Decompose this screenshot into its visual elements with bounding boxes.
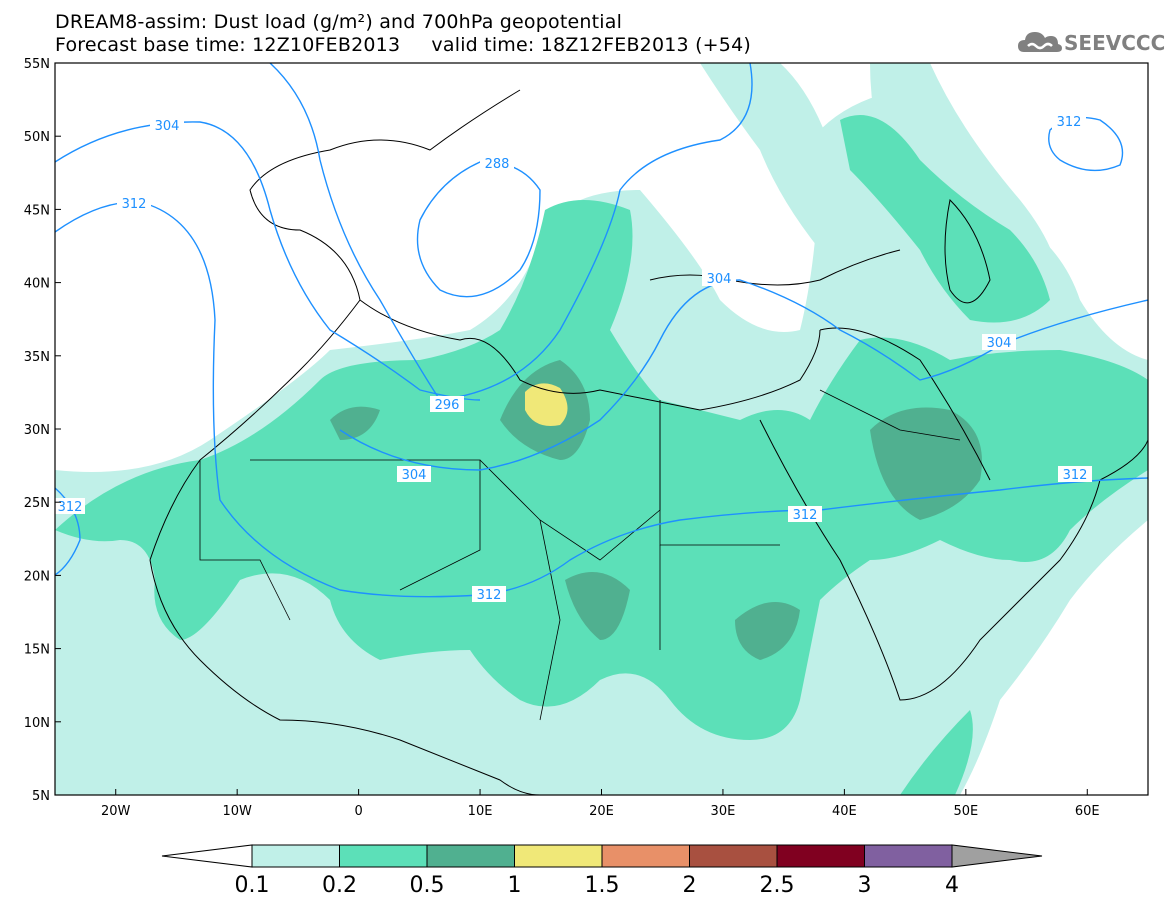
colorbar-swatch — [776, 844, 865, 868]
lat-tick-label: 30N — [24, 423, 50, 438]
colorbar-tick-label: 4 — [945, 873, 959, 898]
lon-tick-label: 10E — [468, 804, 493, 819]
lat-tick-label: 5N — [32, 789, 50, 804]
lon-tick-label: 50E — [953, 804, 978, 819]
contour-label: 312 — [1058, 466, 1092, 483]
lon-tick-label: 40E — [832, 804, 857, 819]
lon-tick-label: 10W — [222, 804, 252, 819]
contour-label: 312 — [788, 506, 822, 523]
dust-fields — [55, 63, 1148, 795]
contour-label-text: 304 — [155, 119, 180, 134]
contour-label: 312 — [472, 586, 506, 603]
contour-label-text: 288 — [485, 157, 510, 172]
dust-band-medium-east — [840, 115, 1050, 323]
contour-label-text: 312 — [477, 588, 502, 603]
contour-label: 312 — [1052, 113, 1086, 130]
colorbar-tick-label: 0.2 — [322, 873, 357, 898]
dust-band-medium — [55, 200, 1148, 740]
colorbar-swatch — [601, 844, 690, 868]
contour-label-text: 304 — [402, 468, 427, 483]
country-borders — [199, 389, 961, 721]
dust-band-heavy-chad — [565, 572, 630, 640]
coastlines — [149, 89, 1148, 795]
contour-label: 304 — [397, 466, 431, 483]
lat-tick-label: 10N — [24, 716, 50, 731]
contour-label: 296 — [430, 396, 464, 413]
colorbar-tick-label: 0.5 — [409, 873, 445, 898]
colorbar-tick-label: 2.5 — [759, 873, 795, 898]
dust-band-heavy-arabia — [870, 407, 982, 520]
colorbar-tick-label: 1.5 — [584, 873, 620, 898]
colorbar-swatch — [339, 844, 428, 868]
contour-label: 304 — [150, 117, 184, 134]
colorbar-swatch — [426, 844, 515, 868]
lon-tick-label: 30E — [711, 804, 736, 819]
lon-tick-label: 60E — [1075, 804, 1100, 819]
caspian-sea-outline — [944, 198, 991, 304]
lat-tick-label: 50N — [24, 130, 50, 145]
colorbar-swatch — [251, 844, 340, 868]
lon-tick-label: 0 — [354, 804, 362, 819]
contour-label-text: 304 — [707, 272, 732, 287]
colorbar-tick-label: 0.1 — [234, 873, 270, 898]
lon-tick-label: 20W — [101, 804, 131, 819]
lat-tick-label: 45N — [24, 203, 50, 218]
map-title: DREAM8-assim: Dust load (g/m²) and 700hP… — [55, 11, 623, 33]
colorbar-tick-label: 2 — [682, 873, 697, 898]
contour-label: 288 — [480, 155, 514, 172]
map-axes: 55N 50N 45N 40N 35N 30N 25N 20N 15N 10N 5N 20W 10W 0 1… — [24, 57, 1100, 819]
contour-label-text: 312 — [793, 508, 818, 523]
contour-296 — [269, 63, 753, 401]
lat-tick-label: 40N — [24, 277, 50, 292]
lat-tick-label: 55N — [24, 57, 50, 72]
contour-label: 304 — [982, 334, 1016, 351]
contour-288 — [416, 161, 541, 298]
contour-labels: 304 312 288 304 304 312 296 304 312 312 … — [55, 113, 1092, 603]
lat-tick-label: 15N — [24, 643, 50, 658]
lon-tick-label: 20E — [589, 804, 614, 819]
forecast-times: Forecast base time: 12Z10FEB2013 valid t… — [55, 34, 751, 56]
contour-label-text: 312 — [58, 500, 83, 515]
colorbar-swatch — [689, 844, 778, 868]
contour-label: 304 — [702, 270, 736, 287]
dust-band-light-north — [700, 63, 847, 250]
contour-label: 312 — [55, 498, 85, 515]
lat-tick-label: 25N — [24, 496, 50, 511]
cloud-icon — [1018, 32, 1062, 52]
contour-label: 312 — [117, 195, 151, 212]
dust-band-heavy-sudan — [735, 602, 800, 660]
contour-label-text: 304 — [987, 336, 1012, 351]
colorbar — [161, 844, 1043, 868]
colorbar-swatch — [864, 844, 953, 868]
colorbar-swatch — [514, 844, 603, 868]
contour-label-text: 312 — [122, 197, 147, 212]
contour-label-text: 312 — [1057, 115, 1082, 130]
lat-tick-label: 35N — [24, 350, 50, 365]
dust-band-medium-horn — [900, 710, 973, 795]
dust-band-peak — [525, 383, 568, 426]
logo-text: SEEVCCC — [1064, 31, 1165, 55]
lat-tick-label: 20N — [24, 569, 50, 584]
contour-label-text: 312 — [1063, 468, 1088, 483]
colorbar-tick-label: 1 — [507, 873, 522, 898]
contour-label-text: 296 — [435, 398, 460, 413]
colorbar-over-arrow — [951, 844, 1043, 868]
colorbar-tick-label: 3 — [857, 873, 872, 898]
colorbar-under-arrow — [161, 844, 253, 868]
seevccc-logo: SEEVCCC — [1016, 26, 1165, 58]
